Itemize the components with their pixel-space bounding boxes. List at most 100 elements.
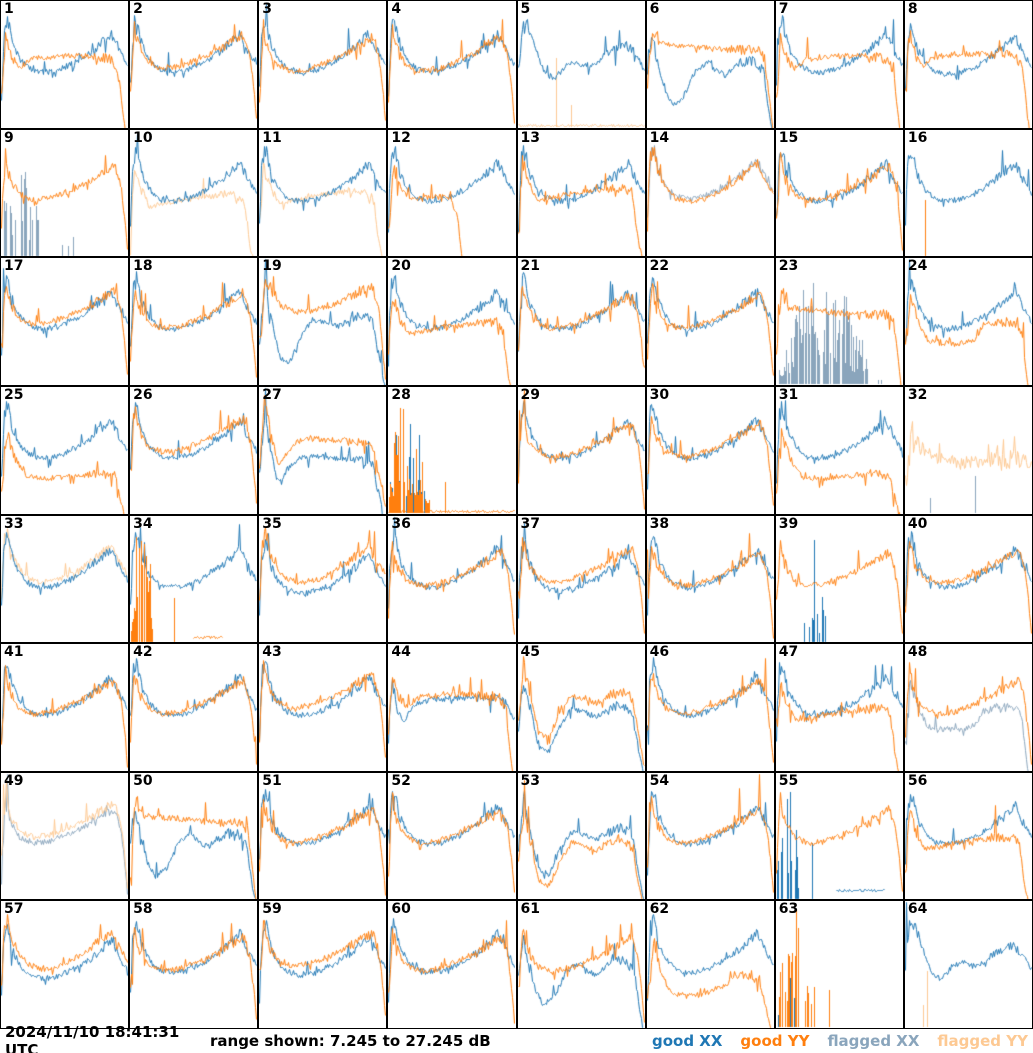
spectrum-panel-11[interactable]: 11 [258,128,388,258]
spectrum-panel-47[interactable]: 47 [774,643,904,772]
panel-number: 21 [520,258,540,275]
panel-number: 1 [4,1,14,17]
spectrum-plot-canvas [388,901,516,1029]
spectrum-panel-42[interactable]: 42 [129,643,259,772]
spectrum-panel-60[interactable]: 60 [387,900,517,1029]
spectrum-panel-29[interactable]: 29 [516,385,646,515]
spectrum-panel-1[interactable]: 1 [0,0,130,129]
spectrum-panel-45[interactable]: 45 [516,643,646,772]
spectrum-panel-17[interactable]: 17 [0,257,130,386]
spectrum-panel-14[interactable]: 14 [645,128,775,258]
spectrum-panel-33[interactable]: 33 [0,514,130,644]
spectrum-panel-40[interactable]: 40 [903,514,1033,644]
spectrum-panel-22[interactable]: 22 [645,257,775,386]
spectrum-panel-8[interactable]: 8 [903,0,1033,129]
spectrum-plot-canvas [646,258,774,385]
spectrum-panel-44[interactable]: 44 [387,643,517,772]
spectrum-panel-31[interactable]: 31 [774,385,904,515]
spectrum-panel-59[interactable]: 59 [258,900,388,1029]
spectrum-panel-12[interactable]: 12 [387,128,517,258]
spectrum-panel-23[interactable]: 23 [774,257,904,386]
spectrum-plot-canvas [517,515,645,643]
spectrum-panel-35[interactable]: 35 [258,514,388,644]
spectrum-panel-30[interactable]: 30 [645,385,775,515]
spectrum-panel-61[interactable]: 61 [516,900,646,1029]
spectrum-panel-34[interactable]: 34 [129,514,259,644]
spectrum-panel-2[interactable]: 2 [129,0,259,129]
panel-number: 47 [778,644,799,661]
spectrum-panel-52[interactable]: 52 [387,771,517,901]
panel-number: 29 [520,386,540,403]
spectrum-panel-4[interactable]: 4 [387,0,517,129]
panel-number: 60 [391,901,411,918]
spectrum-panel-48[interactable]: 48 [903,643,1033,772]
spectrum-panel-55[interactable]: 55 [774,771,904,901]
spectrum-panel-7[interactable]: 7 [774,0,904,129]
spectrum-panel-51[interactable]: 51 [258,771,388,901]
spectrum-plot-canvas [775,258,903,385]
spectrum-panel-43[interactable]: 43 [258,643,388,772]
spectrum-panel-26[interactable]: 26 [129,385,259,515]
spectrum-panel-16[interactable]: 16 [903,128,1033,258]
spectrum-panel-6[interactable]: 6 [645,0,775,129]
spectrum-panel-9[interactable]: 9 [0,128,130,258]
panel-number: 54 [649,772,670,789]
spectrum-panel-56[interactable]: 56 [903,771,1033,901]
spectrum-panel-25[interactable]: 25 [0,385,130,515]
spectrum-panel-21[interactable]: 21 [516,257,646,386]
spectrum-panel-54[interactable]: 54 [645,771,775,901]
panel-number: 41 [4,644,24,661]
panel-number: 28 [391,386,411,403]
spectrum-panel-46[interactable]: 46 [645,643,775,772]
spectrum-panel-10[interactable]: 10 [129,128,259,258]
spectrum-plot-canvas [646,129,774,257]
spectrum-panel-58[interactable]: 58 [129,900,259,1029]
spectrum-panel-18[interactable]: 18 [129,257,259,386]
spectrum-plot-canvas [517,258,645,385]
spectrum-panel-57[interactable]: 57 [0,900,130,1029]
panel-number: 25 [4,386,24,403]
spectrum-panel-20[interactable]: 20 [387,257,517,386]
spectrum-panel-19[interactable]: 19 [258,257,388,386]
spectrum-panel-3[interactable]: 3 [258,0,388,129]
spectrum-panel-39[interactable]: 39 [774,514,904,644]
panel-number: 9 [4,129,14,146]
panel-number: 6 [649,1,660,17]
panel-number: 3 [262,1,272,17]
legend-item-good-yy: good YY [740,1032,810,1050]
spectrum-plot-canvas [904,386,1032,514]
spectrum-plot-canvas [1,386,128,514]
spectrum-panel-28[interactable]: 28 [387,385,517,515]
spectrum-panel-15[interactable]: 15 [774,128,904,258]
spectrum-plot-canvas [130,901,258,1029]
spectrum-panel-5[interactable]: 5 [516,0,646,129]
spectrum-panel-27[interactable]: 27 [258,385,388,515]
spectrum-plot-canvas [904,1,1032,128]
spectrum-plot-canvas [259,515,387,643]
spectrum-panel-36[interactable]: 36 [387,514,517,644]
spectrum-panel-41[interactable]: 41 [0,643,130,772]
panel-number: 15 [778,129,799,146]
panel-number: 5 [520,1,531,17]
spectrum-plot-canvas [130,129,258,257]
spectrum-plot-canvas [904,129,1032,257]
spectrum-panel-64[interactable]: 64 [903,900,1033,1029]
spectrum-panel-62[interactable]: 62 [645,900,775,1029]
spectrum-panel-50[interactable]: 50 [129,771,259,901]
spectrum-panel-53[interactable]: 53 [516,771,646,901]
panel-number: 14 [649,129,670,146]
spectrum-panel-63[interactable]: 63 [774,900,904,1029]
spectrum-plot-canvas [388,644,516,771]
spectrum-plot-canvas [646,386,774,514]
panel-number: 22 [649,258,670,275]
panel-number: 44 [391,644,411,661]
spectrum-panel-49[interactable]: 49 [0,771,130,901]
spectrum-plot-canvas [259,129,387,257]
spectrum-panel-38[interactable]: 38 [645,514,775,644]
spectrum-panel-24[interactable]: 24 [903,257,1033,386]
spectrum-panel-13[interactable]: 13 [516,128,646,258]
spectrum-panel-32[interactable]: 32 [903,385,1033,515]
spectrum-panel-37[interactable]: 37 [516,514,646,644]
spectrum-plot-canvas [259,644,387,771]
